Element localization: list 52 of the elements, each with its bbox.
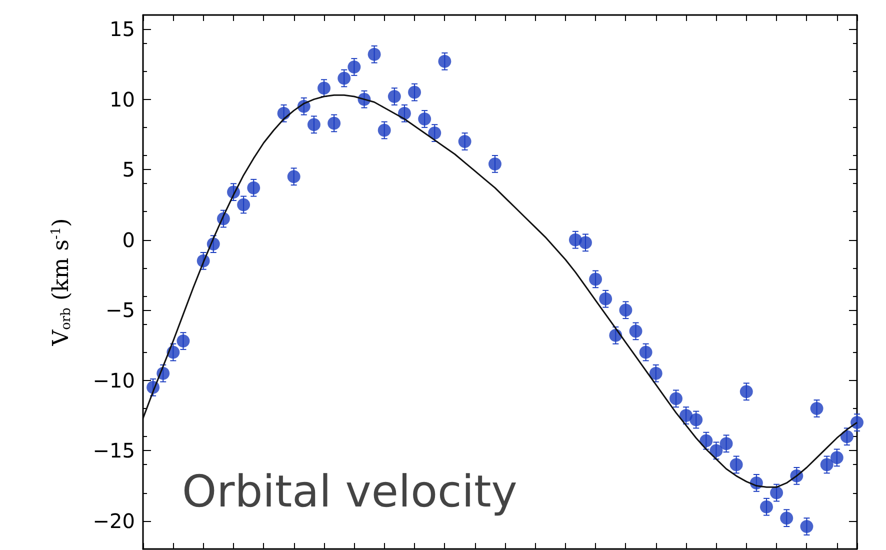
point — [730, 458, 743, 472]
point — [398, 106, 411, 120]
point — [388, 90, 401, 103]
point — [619, 304, 632, 317]
point — [318, 82, 331, 95]
y-tick-label: −20 — [92, 508, 135, 533]
point — [307, 118, 320, 132]
point — [780, 512, 794, 525]
point — [599, 292, 612, 306]
point — [458, 134, 472, 148]
point — [438, 54, 452, 68]
point — [850, 416, 864, 430]
point — [840, 430, 854, 444]
point — [488, 157, 502, 170]
point — [629, 324, 642, 338]
point — [578, 236, 592, 250]
point — [830, 451, 844, 464]
point — [800, 520, 814, 534]
point — [287, 170, 300, 184]
point — [690, 413, 703, 426]
point — [720, 437, 733, 450]
point — [700, 434, 713, 448]
point — [428, 126, 442, 140]
point — [247, 181, 260, 194]
y-tick-label: 10 — [110, 87, 135, 112]
point — [378, 124, 391, 137]
point — [770, 486, 784, 500]
point — [649, 366, 662, 380]
y-tick-label: 15 — [110, 17, 135, 42]
y-tick-label: −5 — [106, 298, 135, 322]
point — [348, 60, 361, 74]
point — [670, 392, 682, 406]
y-axis-title: Vorb (km s-1) — [49, 218, 74, 347]
point — [408, 86, 422, 99]
point — [589, 272, 602, 286]
y-tick-label: 5 — [122, 158, 135, 182]
annotation: Orbital velocity — [182, 466, 518, 518]
point — [418, 112, 432, 126]
y-tick-label: −10 — [92, 368, 135, 392]
point — [760, 500, 773, 514]
point — [639, 346, 652, 359]
point — [237, 198, 250, 212]
point — [710, 444, 723, 458]
point — [368, 48, 381, 61]
point — [810, 402, 824, 415]
y-tick-label: 0 — [122, 228, 135, 252]
point — [338, 72, 351, 85]
point — [328, 116, 341, 130]
point — [740, 385, 753, 398]
point — [176, 334, 190, 348]
y-tick-label: −15 — [92, 438, 135, 463]
point — [820, 458, 834, 472]
